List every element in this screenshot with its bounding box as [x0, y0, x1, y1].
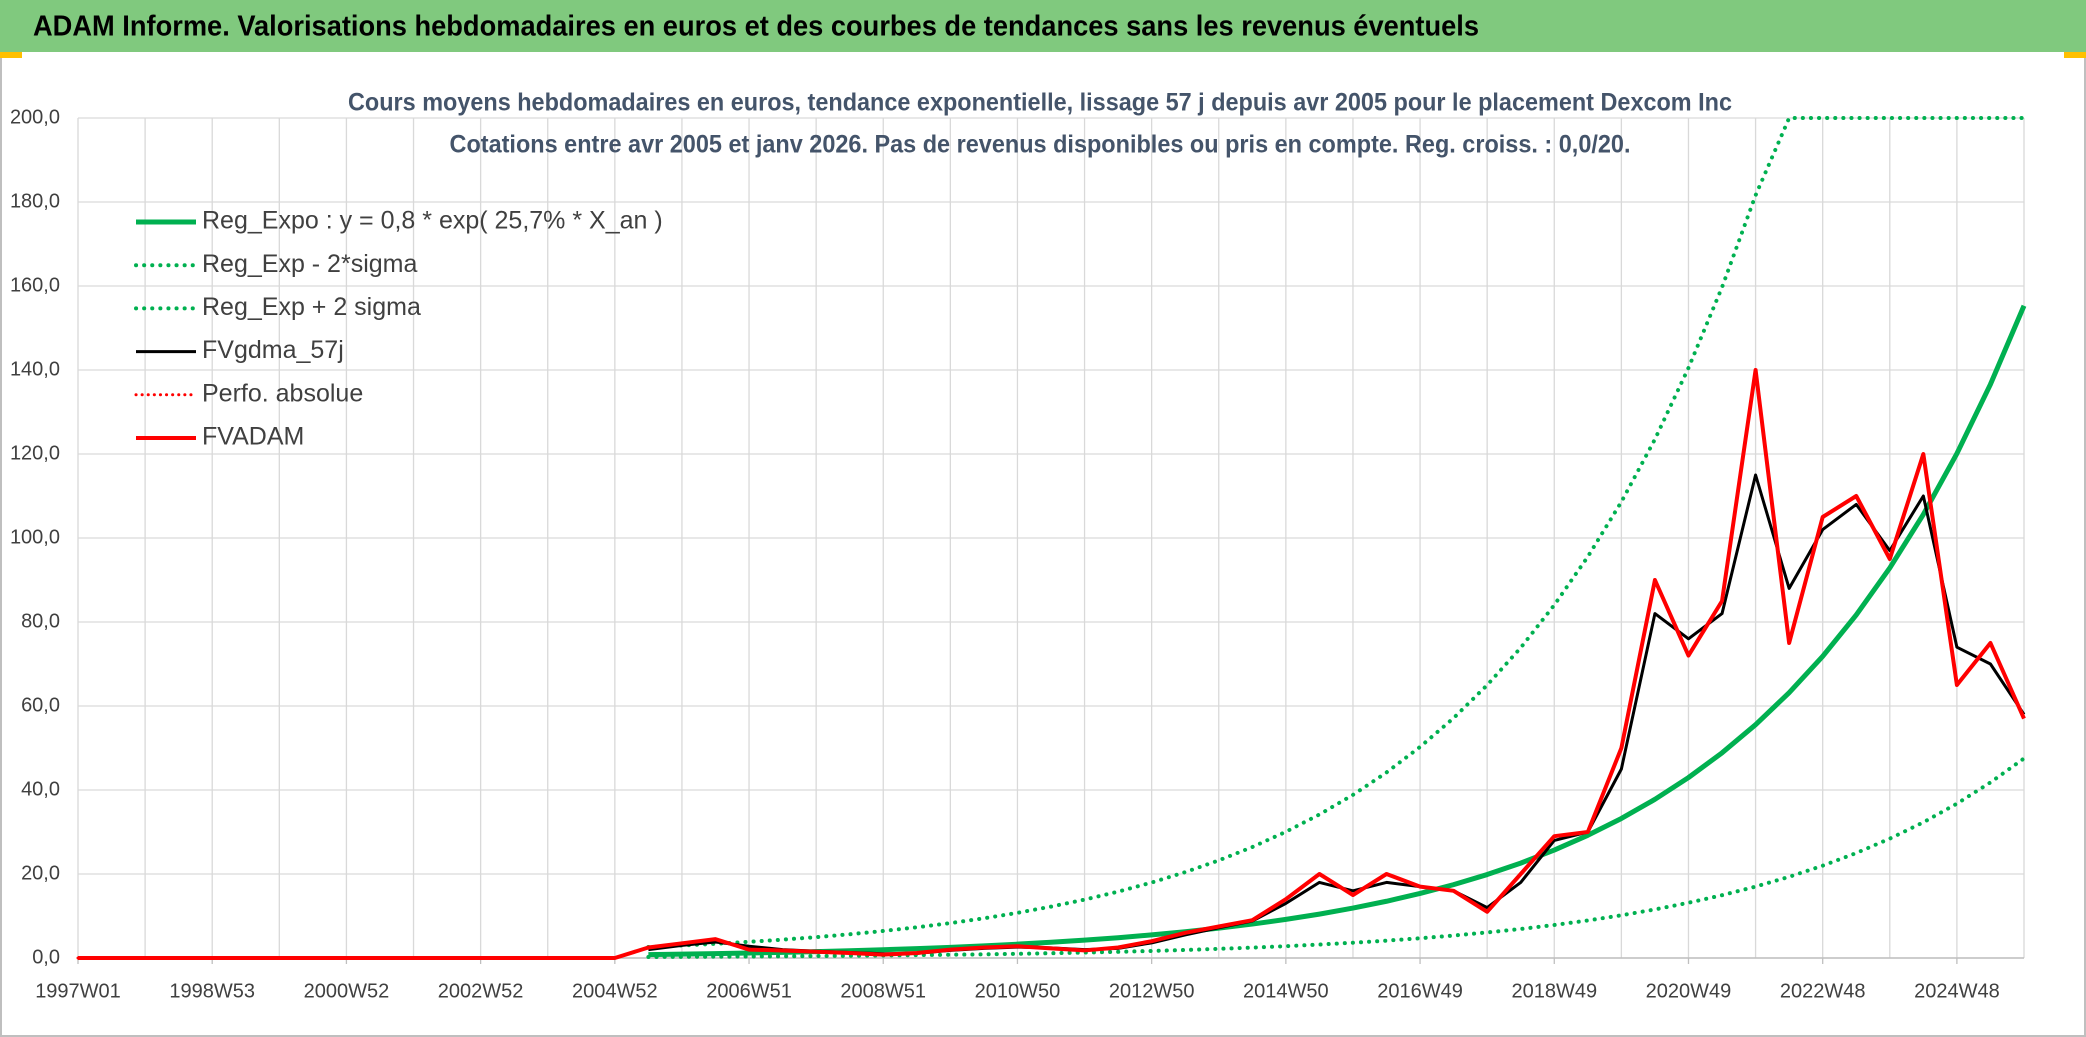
header-title: ADAM Informe. Valorisations hebdomadaire… [33, 11, 1479, 43]
y-tick-label: 200,0 [10, 106, 60, 128]
header-bar [0, 0, 2086, 52]
x-tick-label: 2016W49 [1377, 980, 1463, 1002]
x-tick-label: 2012W50 [1109, 980, 1195, 1002]
y-tick-label: 100,0 [10, 526, 60, 548]
x-tick-label: 2002W52 [438, 980, 524, 1002]
y-tick-label: 0,0 [32, 946, 60, 968]
x-tick-label: 2014W50 [1243, 980, 1329, 1002]
x-tick-label: 2022W48 [1780, 980, 1866, 1002]
x-tick-label: 2024W48 [1914, 980, 2000, 1002]
y-tick-label: 180,0 [10, 190, 60, 212]
legend-label: Reg_Exp + 2 sigma [202, 293, 421, 321]
series-line [78, 368, 2026, 960]
chart-title: Cours moyens hebdomadaires en euros, ten… [348, 89, 1732, 117]
x-tick-label: 2006W51 [706, 980, 792, 1002]
legend-label: Perfo. absolue [202, 379, 363, 407]
legend-label: Reg_Exp - 2*sigma [202, 250, 417, 278]
legend-label: Reg_Expo : y = 0,8 * exp( 25,7% * X_an ) [202, 207, 663, 235]
series-line [648, 304, 2027, 958]
legend-label: FVADAM [202, 423, 304, 451]
y-tick-label: 40,0 [21, 778, 60, 800]
x-tick-label: 1998W53 [169, 980, 255, 1002]
corner-mark [2064, 52, 2086, 58]
y-tick-label: 60,0 [21, 694, 60, 716]
y-tick-label: 160,0 [10, 274, 60, 296]
y-tick-label: 80,0 [21, 610, 60, 632]
series-line [646, 756, 2026, 959]
x-tick-label: 2000W52 [304, 980, 390, 1002]
chart-subtitle: Cotations entre avr 2005 et janv 2026. P… [450, 131, 1631, 159]
x-tick-label: 2004W52 [572, 980, 658, 1002]
x-tick-label: 2020W49 [1646, 980, 1732, 1002]
legend-label: FVgdma_57j [202, 336, 344, 364]
x-tick-label: 2008W51 [840, 980, 926, 1002]
y-tick-label: 20,0 [21, 862, 60, 884]
x-tick-label: 2018W49 [1511, 980, 1597, 1002]
y-tick-label: 140,0 [10, 358, 60, 380]
legend: Reg_Expo : y = 0,8 * exp( 25,7% * X_an )… [134, 207, 663, 451]
corner-mark [0, 52, 22, 58]
y-tick-label: 120,0 [10, 442, 60, 464]
x-tick-label: 1997W01 [35, 980, 121, 1002]
series-line [646, 116, 2026, 949]
plot-area: 0,0 20,0 40,0 60,0 80,0 100,0 120,0 140,0 160,0 1… [10, 106, 2027, 1002]
x-tick-label: 2010W50 [975, 980, 1061, 1002]
